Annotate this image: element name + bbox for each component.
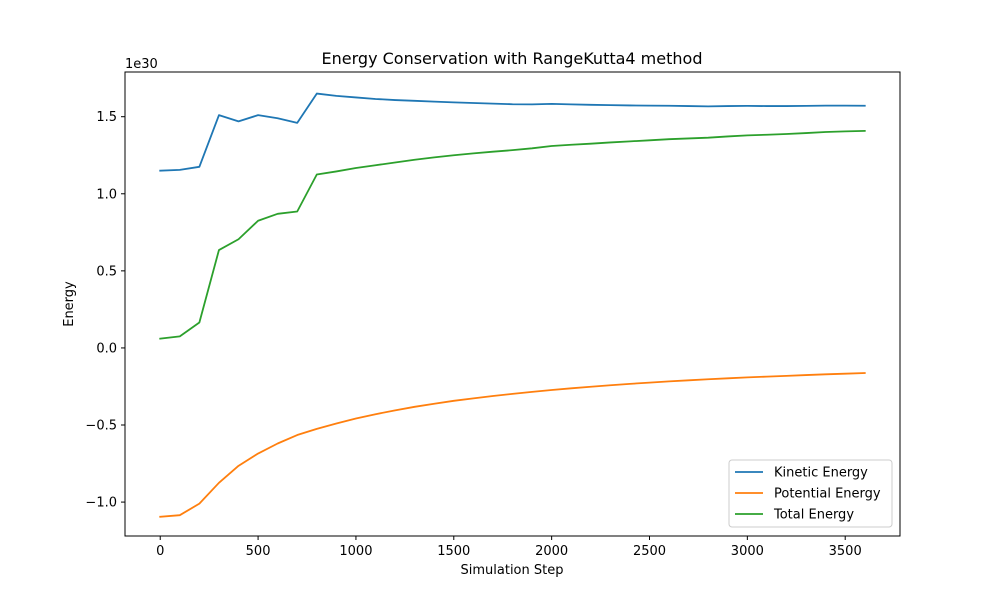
series-line-2 [159,129,866,340]
series-layer [159,92,866,518]
series-line-1 [159,372,866,518]
x-axis-label: Simulation Step [461,563,564,578]
x-tick-label: 2500 [633,544,666,559]
y-scale-label: 1e30 [125,57,158,72]
y-tick-label: 1.5 [96,110,117,125]
legend-label-1: Potential Energy [774,487,881,502]
x-axis: 0 500 1000 1500 2000 2500 3000 3500 [156,536,862,559]
y-axis: −1.0 −0.5 0.0 0.5 1.0 1.5 [85,110,125,511]
chart-title: Energy Conservation with RangeKutta4 met… [322,49,703,68]
legend: Kinetic Energy Potential Energy Total Ener… [728,459,893,528]
series-line-0 [159,92,866,172]
x-tick-label: 1000 [339,544,372,559]
y-tick-label: 1.0 [96,187,117,202]
x-tick-label: 3500 [829,544,862,559]
x-tick-label: 500 [246,544,271,559]
y-tick-label: 0.5 [96,264,117,279]
x-tick-label: 2000 [535,544,568,559]
legend-box [728,459,893,528]
y-axis-label: Energy [62,281,77,327]
legend-label-2: Total Energy [773,508,854,523]
x-tick-label: 3000 [731,544,764,559]
y-tick-label: −0.5 [85,419,117,434]
y-tick-label: −1.0 [85,496,117,511]
x-tick-label: 0 [156,544,164,559]
legend-label-0: Kinetic Energy [774,466,868,481]
y-tick-label: 0.0 [96,341,117,356]
plot-frame [124,71,901,537]
x-tick-label: 1500 [437,544,470,559]
